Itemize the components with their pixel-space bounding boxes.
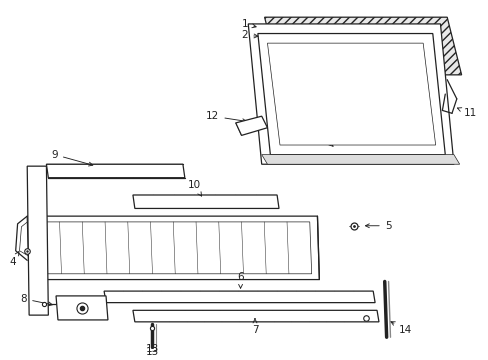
Text: 6: 6 [237,272,244,288]
Text: 9: 9 [51,150,93,166]
Text: 8: 8 [20,294,52,306]
Text: 13: 13 [145,344,159,354]
Text: 3: 3 [320,132,332,146]
Text: 11: 11 [456,108,476,118]
Polygon shape [133,310,378,322]
Text: 7: 7 [251,319,258,334]
Polygon shape [56,296,108,320]
Polygon shape [27,216,319,280]
Text: 4: 4 [9,252,19,267]
Polygon shape [264,17,461,75]
Polygon shape [261,155,459,164]
Text: 13: 13 [145,347,159,357]
Polygon shape [267,43,435,145]
Text: 2: 2 [241,31,257,40]
Text: 10: 10 [187,180,201,196]
Polygon shape [104,291,374,303]
Polygon shape [27,166,48,315]
Text: 5: 5 [365,221,390,231]
Text: 12: 12 [206,111,246,123]
Text: 1: 1 [241,19,256,29]
Polygon shape [133,195,279,208]
Polygon shape [37,222,311,274]
Polygon shape [46,164,184,178]
Polygon shape [257,33,445,155]
Polygon shape [248,24,453,164]
Text: 14: 14 [390,322,411,334]
Polygon shape [235,116,267,135]
